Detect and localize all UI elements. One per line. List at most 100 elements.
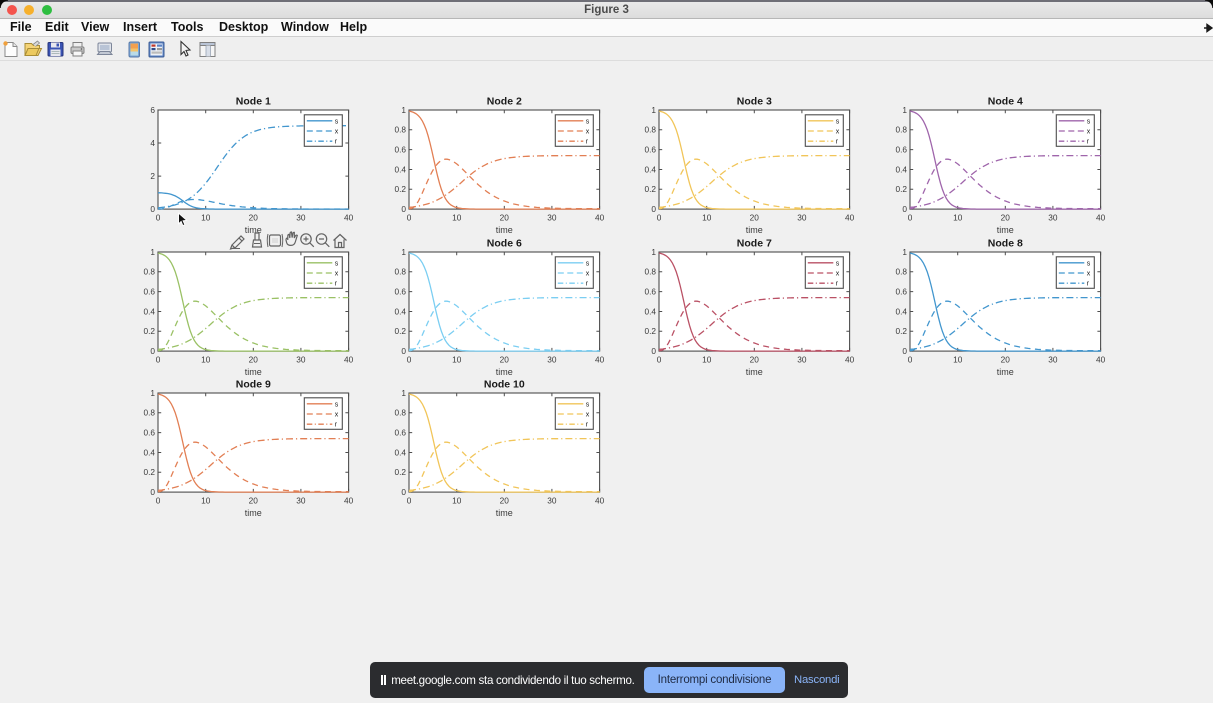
svg-text:time: time (495, 508, 512, 518)
svg-text:0: 0 (902, 345, 907, 355)
svg-text:r: r (585, 421, 588, 428)
svg-text:0: 0 (401, 204, 406, 214)
svg-text:Node 6: Node 6 (486, 237, 521, 249)
svg-text:40: 40 (344, 495, 354, 505)
svg-text:0: 0 (150, 486, 155, 496)
svg-text:1: 1 (150, 246, 155, 256)
svg-text:time: time (245, 225, 262, 235)
svg-text:20: 20 (1000, 213, 1010, 223)
svg-text:1: 1 (150, 387, 155, 397)
svg-text:0: 0 (156, 213, 161, 223)
svg-text:0.8: 0.8 (394, 407, 406, 417)
svg-text:1: 1 (401, 105, 406, 115)
svg-text:0.4: 0.4 (143, 306, 155, 316)
svg-text:time: time (245, 508, 262, 518)
svg-text:0: 0 (150, 345, 155, 355)
svg-text:s: s (1086, 119, 1090, 126)
svg-text:r: r (335, 421, 338, 428)
svg-text:0: 0 (406, 213, 411, 223)
svg-text:0: 0 (907, 354, 912, 364)
svg-text:20: 20 (249, 354, 259, 364)
svg-text:30: 30 (296, 213, 306, 223)
svg-text:30: 30 (547, 495, 557, 505)
svg-text:Node 9: Node 9 (236, 378, 271, 390)
svg-text:0.6: 0.6 (394, 286, 406, 296)
svg-text:x: x (335, 129, 339, 136)
svg-text:r: r (836, 139, 839, 146)
svg-text:10: 10 (452, 354, 462, 364)
svg-text:0.2: 0.2 (645, 184, 657, 194)
svg-text:0.4: 0.4 (394, 165, 406, 175)
svg-text:s: s (585, 260, 589, 267)
svg-text:0.6: 0.6 (645, 286, 657, 296)
svg-text:r: r (1086, 139, 1089, 146)
svg-text:30: 30 (1048, 354, 1058, 364)
svg-text:s: s (836, 119, 840, 126)
svg-text:x: x (1086, 270, 1090, 277)
svg-text:0: 0 (657, 213, 662, 223)
svg-text:0.4: 0.4 (895, 306, 907, 316)
svg-text:20: 20 (1000, 354, 1010, 364)
svg-text:10: 10 (201, 354, 211, 364)
svg-text:0.8: 0.8 (645, 266, 657, 276)
svg-text:0: 0 (657, 354, 662, 364)
svg-text:0: 0 (156, 354, 161, 364)
svg-text:10: 10 (953, 354, 963, 364)
svg-text:0: 0 (902, 204, 907, 214)
svg-text:s: s (585, 119, 589, 126)
svg-text:x: x (335, 270, 339, 277)
svg-text:0.2: 0.2 (895, 184, 907, 194)
svg-text:40: 40 (1096, 213, 1106, 223)
svg-text:0.4: 0.4 (645, 165, 657, 175)
svg-text:20: 20 (249, 213, 259, 223)
svg-text:0: 0 (651, 345, 656, 355)
svg-text:x: x (585, 411, 589, 418)
svg-text:0.8: 0.8 (394, 125, 406, 135)
svg-text:10: 10 (702, 354, 712, 364)
svg-text:0.6: 0.6 (143, 427, 155, 437)
svg-text:10: 10 (953, 213, 963, 223)
svg-text:20: 20 (750, 354, 760, 364)
svg-text:0: 0 (651, 204, 656, 214)
svg-text:20: 20 (499, 213, 509, 223)
svg-text:0: 0 (401, 345, 406, 355)
svg-text:r: r (335, 280, 338, 287)
svg-text:6: 6 (150, 105, 155, 115)
svg-text:0.8: 0.8 (143, 407, 155, 417)
svg-text:0: 0 (150, 204, 155, 214)
svg-text:0: 0 (156, 495, 161, 505)
svg-text:0: 0 (406, 354, 411, 364)
svg-text:0.6: 0.6 (394, 145, 406, 155)
svg-text:0.6: 0.6 (394, 427, 406, 437)
svg-text:time: time (495, 367, 512, 377)
svg-text:30: 30 (547, 213, 557, 223)
svg-text:s: s (335, 119, 339, 126)
svg-text:0.8: 0.8 (394, 266, 406, 276)
svg-text:20: 20 (249, 495, 259, 505)
svg-text:x: x (1086, 129, 1090, 136)
svg-text:0.8: 0.8 (645, 125, 657, 135)
svg-text:1: 1 (651, 105, 656, 115)
svg-text:40: 40 (595, 354, 605, 364)
svg-text:30: 30 (1048, 213, 1058, 223)
svg-text:40: 40 (845, 213, 855, 223)
svg-text:r: r (1086, 280, 1089, 287)
svg-text:0.2: 0.2 (394, 184, 406, 194)
svg-text:1: 1 (651, 246, 656, 256)
svg-text:Node 10: Node 10 (483, 378, 524, 390)
svg-text:0.2: 0.2 (394, 326, 406, 336)
svg-text:10: 10 (201, 213, 211, 223)
svg-text:2: 2 (150, 171, 155, 181)
svg-text:x: x (836, 129, 840, 136)
svg-text:0.2: 0.2 (394, 467, 406, 477)
svg-text:1: 1 (401, 246, 406, 256)
svg-text:x: x (585, 270, 589, 277)
svg-text:10: 10 (452, 213, 462, 223)
svg-text:30: 30 (296, 495, 306, 505)
svg-text:0.4: 0.4 (394, 306, 406, 316)
svg-text:Node 7: Node 7 (737, 237, 772, 249)
svg-text:0.4: 0.4 (895, 165, 907, 175)
svg-text:time: time (245, 367, 262, 377)
svg-text:30: 30 (797, 213, 807, 223)
svg-text:0.8: 0.8 (895, 125, 907, 135)
